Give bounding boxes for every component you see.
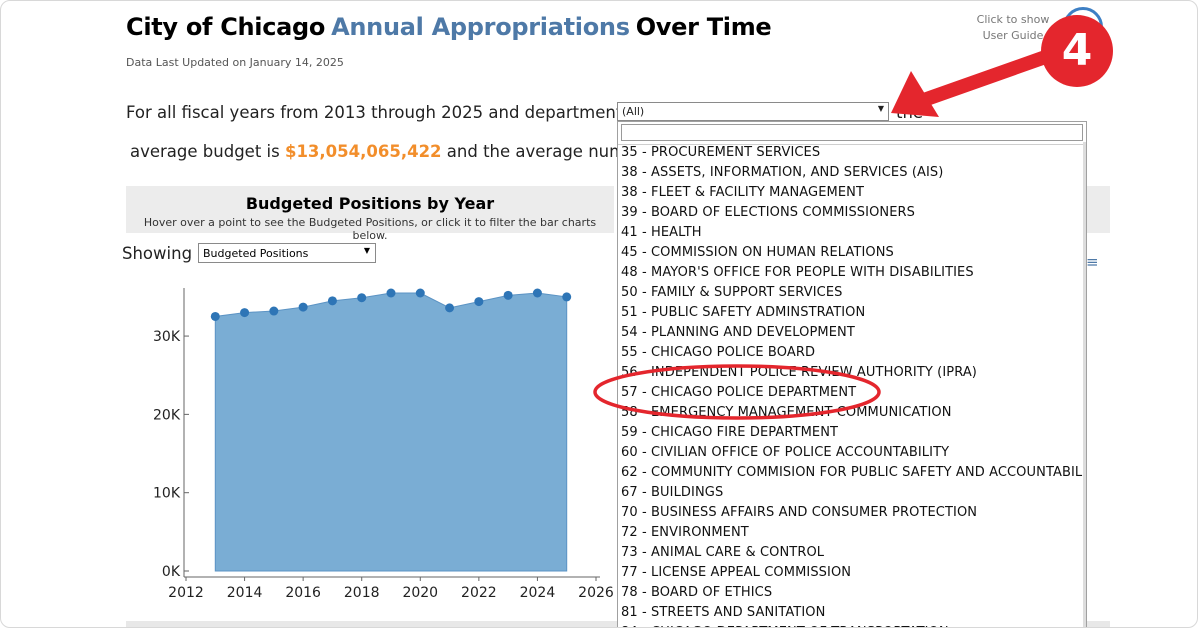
arrow-head-icon (891, 71, 939, 117)
data-point[interactable] (445, 303, 455, 313)
page-title: City of Chicago Annual Appropriations Over… (126, 13, 772, 41)
showing-label: Showing (122, 244, 193, 263)
title-part2: Over Time (635, 13, 772, 41)
y-tick-label: 20K (153, 407, 181, 423)
y-tick-label: 10K (153, 486, 181, 502)
data-point[interactable] (474, 297, 484, 307)
measure-select[interactable]: Budgeted Positions ▼ (198, 243, 376, 263)
data-point[interactable] (415, 288, 425, 298)
x-tick-label: 2022 (461, 585, 497, 601)
data-point[interactable] (240, 308, 250, 318)
data-point[interactable] (386, 288, 396, 298)
guide-line1: Click to show (976, 13, 1050, 26)
dropdown-search-input[interactable] (621, 124, 1083, 141)
dropdown-option[interactable]: 59 - CHICAGO FIRE DEPARTMENT (621, 425, 839, 440)
x-tick-label: 2014 (227, 585, 263, 601)
dropdown-option[interactable]: 38 - ASSETS, INFORMATION, AND SERVICES (… (621, 165, 944, 180)
annotation-ellipse (593, 364, 881, 420)
dropdown-option[interactable]: 38 - FLEET & FACILITY MANAGEMENT (621, 185, 865, 200)
summary-line1: For all fiscal years from 2013 through 2… (126, 103, 644, 122)
positions-area (214, 292, 568, 572)
title-accent: Annual Appropriations (331, 13, 630, 41)
summary-line2-prefix: average budget is (130, 142, 280, 161)
dropdown-option[interactable]: 67 - BUILDINGS (621, 485, 724, 500)
data-point[interactable] (357, 293, 367, 303)
department-dropdown-list[interactable]: 35 - PROCUREMENT SERVICES 38 - ASSETS, IN… (617, 121, 1087, 627)
title-part1: City of Chicago (126, 13, 326, 41)
y-tick-label: 0K (162, 564, 181, 580)
dropdown-option[interactable]: 72 - ENVIRONMENT (621, 525, 749, 540)
positions-panel-header: Budgeted Positions by Year Hover over a … (126, 186, 614, 242)
y-tick-label: 30K (153, 329, 181, 345)
dropdown-scrollbar[interactable] (1083, 142, 1086, 627)
data-point[interactable] (269, 306, 279, 316)
average-budget-value: $13,054,065,422 (284, 142, 442, 161)
x-tick-label: 2012 (168, 585, 204, 601)
dropdown-option[interactable]: 51 - PUBLIC SAFETY ADMINSTRATION (621, 305, 866, 320)
dropdown-option[interactable]: 60 - CIVILIAN OFFICE OF POLICE ACCOUNTAB… (621, 445, 950, 460)
right-panel-header (1087, 186, 1110, 233)
dropdown-option[interactable]: 56 - INDEPENDENT POLICE REVIEW AUTHORITY… (621, 365, 977, 380)
dropdown-option[interactable]: 39 - BOARD OF ELECTIONS COMMISSIONERS (621, 205, 916, 220)
dropdown-divider (618, 144, 1086, 145)
dropdown-option[interactable]: 54 - PLANNING AND DEVELOPMENT (621, 325, 855, 340)
menu-icon[interactable]: ≡ (1086, 253, 1099, 271)
x-tick-label: 2024 (520, 585, 556, 601)
dropdown-option[interactable]: 55 - CHICAGO POLICE BOARD (621, 345, 816, 360)
measure-select-value: Budgeted Positions (203, 247, 309, 260)
dropdown-option[interactable]: 77 - LICENSE APPEAL COMMISSION (621, 565, 852, 580)
dropdown-option[interactable]: 73 - ANIMAL CARE & CONTROL (621, 545, 825, 560)
arrow-shaft (914, 48, 1058, 108)
data-point[interactable] (210, 311, 220, 321)
step-badge: 4 (1041, 15, 1113, 87)
x-tick-label: 2018 (344, 585, 380, 601)
department-filter-value: (All) (622, 105, 645, 118)
last-updated-text: Data Last Updated on January 14, 2025 (126, 56, 344, 69)
dropdown-option[interactable]: 81 - STREETS AND SANITATION (621, 605, 826, 620)
dropdown-option[interactable]: 35 - PROCUREMENT SERVICES (621, 145, 821, 160)
panel-heading: Budgeted Positions by Year (245, 194, 495, 213)
data-point[interactable] (327, 296, 337, 306)
dropdown-option[interactable]: 84 - CHICAGO DEPARTMENT OF TRANSPORTATIO… (621, 623, 949, 627)
dropdown-option[interactable]: 70 - BUSINESS AFFAIRS AND CONSUMER PROTE… (621, 505, 978, 520)
user-guide-link[interactable]: Click to show User Guide (963, 12, 1063, 44)
data-point[interactable] (503, 290, 513, 300)
data-point[interactable] (298, 302, 308, 312)
department-filter-select[interactable]: (All) ▼ (617, 102, 889, 121)
annotation-arrow (891, 48, 1058, 117)
x-tick-label: 2016 (285, 585, 321, 601)
dropdown-option[interactable]: 41 - HEALTH (621, 225, 702, 240)
budgeted-positions-chart[interactable]: 0K 10K 20K 30K 2012 2014 2016 2018 2020 2022 2024 2… (121, 271, 621, 611)
panel-subheading: Hover over a point to see the Budgeted P… (143, 216, 597, 242)
data-point[interactable] (532, 288, 542, 298)
dropdown-option[interactable]: 50 - FAMILY & SUPPORT SERVICES (621, 285, 843, 300)
x-tick-label: 2020 (402, 585, 438, 601)
dropdown-option[interactable]: 78 - BOARD OF ETHICS (621, 585, 773, 600)
caret-down-icon: ▼ (877, 104, 884, 113)
dropdown-option[interactable]: 62 - COMMUNITY COMMISION FOR PUBLIC SAFE… (621, 465, 1087, 480)
caret-down-icon: ▼ (363, 246, 370, 255)
highlight-ellipse (593, 364, 881, 420)
x-tick-label: 2026 (578, 585, 614, 601)
dropdown-option[interactable]: 45 - COMMISSION ON HUMAN RELATIONS (621, 245, 894, 260)
data-point[interactable] (562, 292, 572, 302)
summary-line2: average budget is $13,054,065,422 and th… (130, 142, 674, 161)
guide-line2: User Guide (982, 29, 1044, 42)
dropdown-option[interactable]: 57 - CHICAGO POLICE DEPARTMENT (621, 385, 857, 400)
dropdown-option[interactable]: 48 - MAYOR'S OFFICE FOR PEOPLE WITH DISA… (621, 265, 974, 280)
